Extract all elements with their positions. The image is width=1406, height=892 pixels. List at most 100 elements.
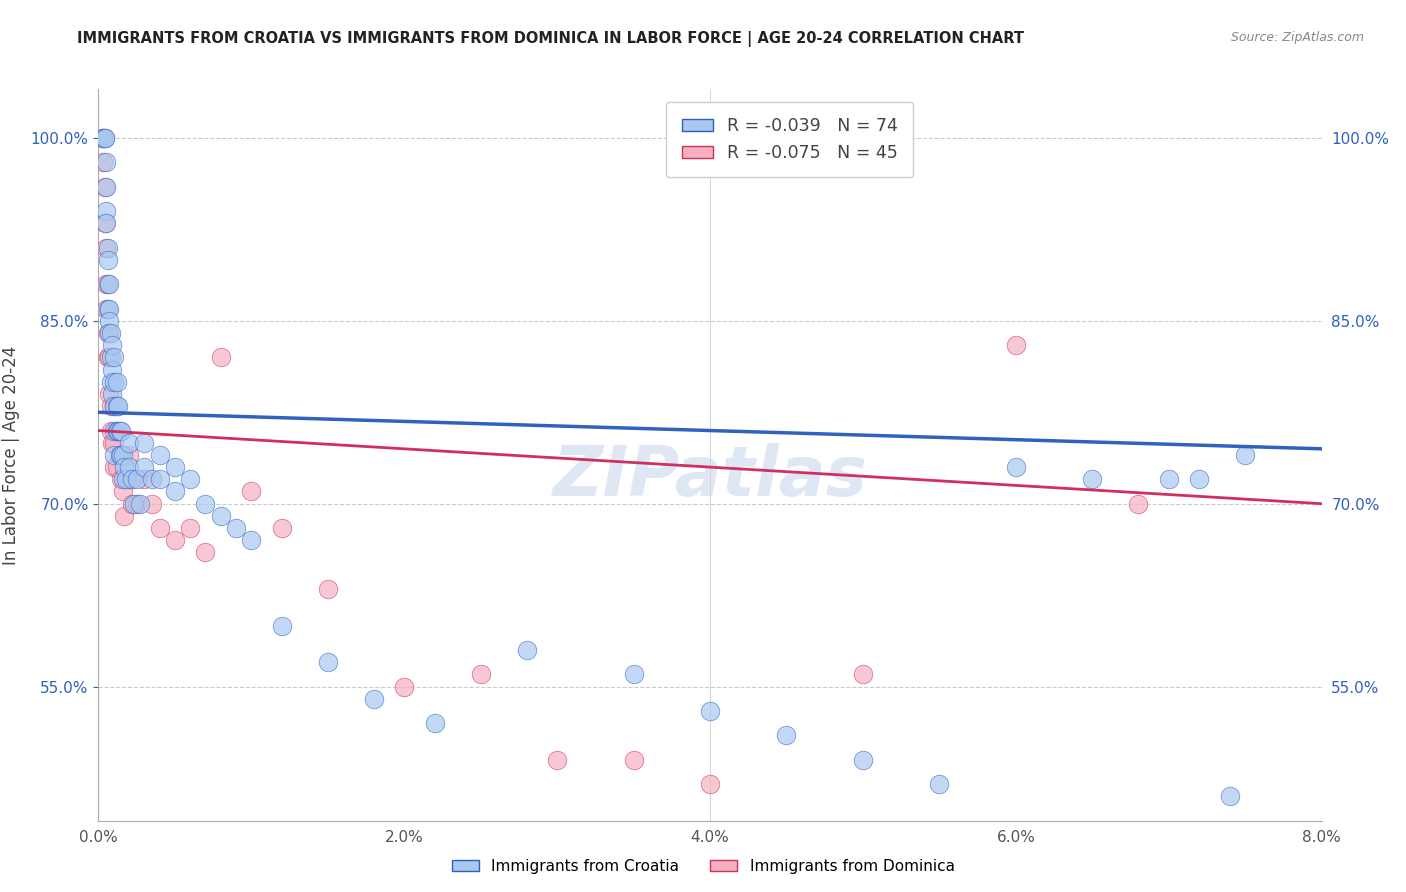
Point bbox=[623, 667, 645, 681]
Point bbox=[110, 472, 132, 486]
Point bbox=[121, 497, 143, 511]
Point bbox=[1157, 472, 1180, 486]
Point bbox=[141, 497, 163, 511]
Point bbox=[93, 179, 115, 194]
Text: ZIPatlas: ZIPatlas bbox=[553, 443, 868, 510]
Point bbox=[1004, 460, 1026, 475]
Point bbox=[928, 777, 950, 791]
Point bbox=[94, 277, 117, 292]
Point bbox=[546, 753, 568, 767]
Point bbox=[1004, 338, 1026, 352]
Point bbox=[516, 643, 538, 657]
Point bbox=[107, 424, 129, 438]
Point bbox=[316, 582, 339, 596]
Point bbox=[101, 435, 124, 450]
Point bbox=[91, 131, 114, 145]
Point bbox=[623, 753, 645, 767]
Point bbox=[105, 375, 128, 389]
Point bbox=[97, 252, 120, 267]
Point bbox=[97, 277, 120, 292]
Point bbox=[108, 424, 131, 438]
Point bbox=[423, 716, 446, 731]
Point bbox=[111, 472, 134, 486]
Point bbox=[105, 424, 128, 438]
Point bbox=[134, 435, 156, 450]
Point bbox=[103, 375, 125, 389]
Point bbox=[108, 448, 131, 462]
Point bbox=[91, 155, 114, 169]
Point bbox=[108, 448, 131, 462]
Point bbox=[112, 508, 135, 523]
Point bbox=[91, 131, 114, 145]
Point bbox=[94, 155, 117, 169]
Point bbox=[775, 728, 797, 742]
Point bbox=[852, 667, 875, 681]
Point bbox=[134, 472, 156, 486]
Point bbox=[470, 667, 492, 681]
Point bbox=[209, 351, 232, 365]
Point bbox=[115, 472, 138, 486]
Point bbox=[93, 131, 115, 145]
Text: Source: ZipAtlas.com: Source: ZipAtlas.com bbox=[1230, 31, 1364, 45]
Point bbox=[125, 497, 148, 511]
Point bbox=[98, 301, 121, 316]
Point bbox=[363, 691, 385, 706]
Point bbox=[163, 484, 186, 499]
Point bbox=[1234, 448, 1257, 462]
Point bbox=[134, 460, 156, 475]
Point bbox=[1081, 472, 1104, 486]
Point bbox=[94, 301, 117, 316]
Point bbox=[852, 753, 875, 767]
Point bbox=[209, 508, 232, 523]
Point bbox=[98, 314, 121, 328]
Point bbox=[94, 216, 117, 230]
Point bbox=[103, 399, 125, 413]
Point bbox=[392, 680, 416, 694]
Point bbox=[110, 424, 132, 438]
Point bbox=[91, 131, 114, 145]
Point bbox=[100, 424, 122, 438]
Point bbox=[141, 472, 163, 486]
Point bbox=[121, 472, 143, 486]
Point bbox=[149, 521, 172, 535]
Point bbox=[110, 448, 132, 462]
Point bbox=[118, 448, 141, 462]
Point bbox=[103, 435, 125, 450]
Point bbox=[98, 387, 121, 401]
Point bbox=[179, 521, 201, 535]
Point bbox=[100, 375, 122, 389]
Point bbox=[97, 351, 120, 365]
Point bbox=[163, 460, 186, 475]
Point bbox=[107, 399, 129, 413]
Legend: Immigrants from Croatia, Immigrants from Dominica: Immigrants from Croatia, Immigrants from… bbox=[446, 853, 960, 880]
Point bbox=[122, 497, 145, 511]
Point bbox=[97, 301, 120, 316]
Point bbox=[118, 435, 141, 450]
Point bbox=[103, 351, 125, 365]
Point bbox=[98, 277, 121, 292]
Point bbox=[240, 533, 263, 548]
Point bbox=[93, 131, 115, 145]
Point bbox=[103, 399, 125, 413]
Point bbox=[94, 241, 117, 255]
Point bbox=[97, 326, 120, 340]
Point bbox=[240, 484, 263, 499]
Point bbox=[93, 216, 115, 230]
Point bbox=[111, 448, 134, 462]
Point bbox=[316, 655, 339, 669]
Point bbox=[112, 460, 135, 475]
Point bbox=[1128, 497, 1150, 511]
Point bbox=[149, 448, 172, 462]
Point bbox=[128, 497, 150, 511]
Point bbox=[163, 533, 186, 548]
Point bbox=[105, 460, 128, 475]
Point bbox=[100, 351, 122, 365]
Point bbox=[94, 179, 117, 194]
Point bbox=[125, 472, 148, 486]
Point bbox=[103, 448, 125, 462]
Point bbox=[194, 545, 217, 559]
Point bbox=[1188, 472, 1211, 486]
Text: IMMIGRANTS FROM CROATIA VS IMMIGRANTS FROM DOMINICA IN LABOR FORCE | AGE 20-24 C: IMMIGRANTS FROM CROATIA VS IMMIGRANTS FR… bbox=[77, 31, 1025, 47]
Point bbox=[270, 521, 294, 535]
Point bbox=[101, 362, 124, 376]
